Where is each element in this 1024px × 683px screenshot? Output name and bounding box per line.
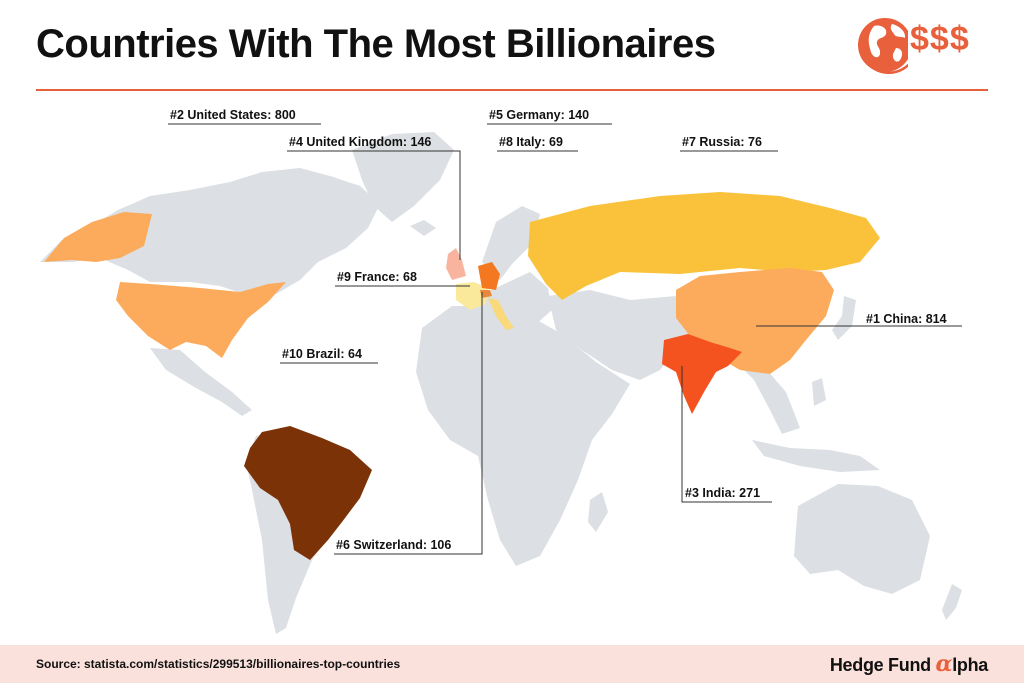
label-germany: #5 Germany: 140 xyxy=(489,108,590,122)
brand-suffix: lpha xyxy=(952,655,988,675)
leader-line-uk xyxy=(287,150,461,260)
label-united-states: #2 United States: 800 xyxy=(170,108,296,122)
country-russia xyxy=(528,192,880,300)
label-india: #3 India: 271 xyxy=(685,486,761,500)
country-italy xyxy=(488,298,514,330)
footer: Source: statista.com/statistics/299513/b… xyxy=(0,645,1024,683)
country-alaska xyxy=(44,212,152,262)
country-india xyxy=(662,334,742,414)
brand-alpha: α xyxy=(935,651,953,677)
label-united-kingdom: #4 United Kingdom: 146 xyxy=(289,135,432,149)
label-china: #1 China: 814 xyxy=(866,312,947,326)
source-text: Source: statista.com/statistics/299513/b… xyxy=(36,657,401,671)
highlighted-countries xyxy=(44,192,880,560)
country-germany xyxy=(478,262,500,290)
title-divider xyxy=(36,89,988,91)
page-title: Countries With The Most Billionaires xyxy=(36,22,716,66)
brand-name: Hedge Fund xyxy=(829,655,931,675)
label-france: #9 France: 68 xyxy=(337,270,417,284)
logo-text: $$$ xyxy=(910,20,970,58)
label-brazil: #10 Brazil: 64 xyxy=(282,347,362,361)
country-united-states xyxy=(116,282,286,358)
logo: $$$ xyxy=(858,12,994,82)
brand-logo: Hedge Fund αlpha xyxy=(830,651,988,677)
country-switzerland xyxy=(480,290,492,298)
label-italy: #8 Italy: 69 xyxy=(499,135,563,149)
leader-line-india xyxy=(681,366,772,503)
leader-line-switzerland xyxy=(334,292,483,555)
globe-icon xyxy=(858,18,916,74)
country-brazil xyxy=(244,426,372,560)
label-switzerland: #6 Switzerland: 106 xyxy=(336,538,452,552)
label-russia: #7 Russia: 76 xyxy=(682,135,762,149)
leader-lines xyxy=(168,123,962,555)
country-united-kingdom xyxy=(446,248,466,280)
country-france xyxy=(456,282,488,310)
